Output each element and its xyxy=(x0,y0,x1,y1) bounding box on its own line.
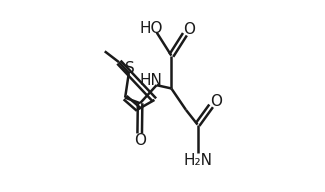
Text: S: S xyxy=(125,61,135,76)
Text: HN: HN xyxy=(140,73,163,88)
Text: H₂N: H₂N xyxy=(183,153,212,168)
Text: O: O xyxy=(210,94,222,109)
Text: O: O xyxy=(134,133,146,148)
Text: HO: HO xyxy=(139,21,163,36)
Text: O: O xyxy=(183,22,195,37)
